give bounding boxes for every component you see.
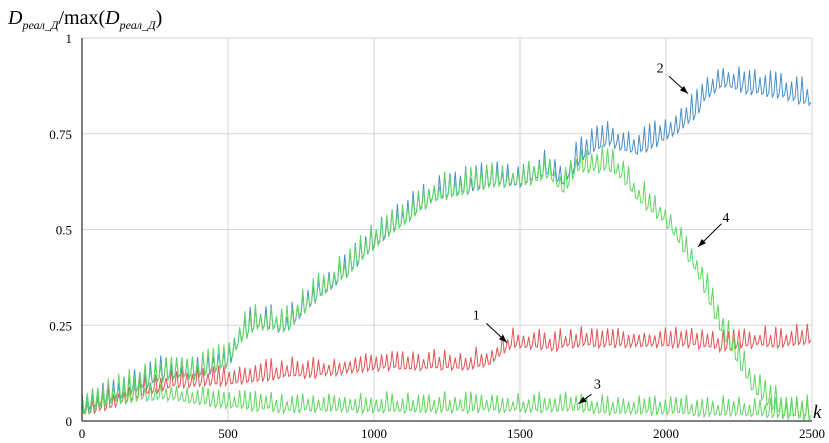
- tick-labels: 0 500 1000 1500 2000 2500 0 0.25 0.5 0.75 1: [49, 31, 825, 441]
- series-1-line: [81, 323, 812, 415]
- x-tick-label: 0: [79, 426, 86, 441]
- y-tick-label: 0.25: [49, 318, 72, 333]
- curve-annotations: 1 2 3 4: [473, 61, 729, 405]
- curve-label-4: 4: [722, 211, 729, 226]
- y-tick-label: 0.75: [49, 127, 72, 142]
- y-label-ratio: /max(: [59, 7, 106, 29]
- x-tick-label: 2500: [799, 426, 825, 441]
- y-axis-label: Dреал_Д/max(Dреал_Д): [7, 7, 162, 32]
- arrow-head-2: [679, 85, 688, 94]
- y-tick-label: 0.5: [56, 223, 72, 238]
- curve-label-3: 3: [594, 377, 601, 392]
- arrow-head-3: [578, 396, 587, 404]
- curve-label-1: 1: [473, 309, 480, 324]
- x-tick-label: 1000: [361, 426, 387, 441]
- arrow-head-1: [498, 334, 507, 343]
- y-label-main: D: [7, 7, 23, 29]
- y-label-sub2: реал_Д: [119, 18, 157, 32]
- x-tick-label: 2000: [653, 426, 679, 441]
- x-axis-label: k: [813, 402, 822, 423]
- y-tick-label: 0: [66, 414, 73, 429]
- x-tick-label: 1500: [507, 426, 533, 441]
- grid-lines: [82, 37, 813, 421]
- x-tick-label: 500: [218, 426, 238, 441]
- series-3-line: [81, 381, 812, 421]
- axes: [81, 38, 812, 422]
- curve-label-2: 2: [657, 61, 664, 76]
- arrow-head-4: [698, 238, 706, 247]
- y-label-main2: D: [104, 7, 120, 29]
- series-4-line: [81, 144, 812, 421]
- y-tick-label: 1: [66, 31, 73, 46]
- y-label-close: ): [156, 7, 163, 29]
- y-label-sub: реал_Д: [21, 18, 59, 32]
- series-lines: [81, 66, 812, 421]
- series-2-line: [81, 66, 812, 413]
